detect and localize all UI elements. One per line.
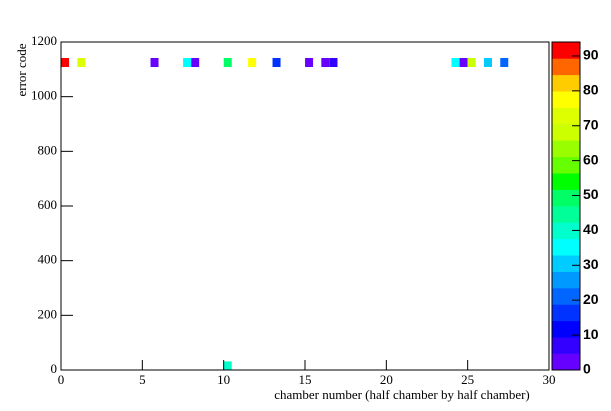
cell <box>484 58 492 67</box>
z-tick-label: 90 <box>583 47 599 63</box>
cell <box>248 58 257 67</box>
palette-frame <box>551 41 581 371</box>
z-tick-label: 30 <box>583 256 599 272</box>
palette-band <box>552 288 580 305</box>
cell <box>467 58 476 67</box>
y-tick-label: 200 <box>38 306 58 321</box>
z-tick-label: 70 <box>583 116 599 132</box>
x-tick-label: 15 <box>299 372 312 387</box>
z-tick-label: 20 <box>583 291 599 307</box>
palette-band <box>552 91 580 108</box>
cell <box>459 58 468 67</box>
palette-band <box>552 156 580 174</box>
cell <box>329 58 338 67</box>
cell <box>223 58 232 67</box>
y-tick-label: 0 <box>51 361 58 376</box>
palette-band <box>552 304 580 322</box>
cell <box>61 58 70 67</box>
cell <box>321 58 330 67</box>
palette-band <box>552 337 580 354</box>
palette-band <box>552 58 580 76</box>
palette-band <box>552 107 580 125</box>
x-tick-label: 30 <box>543 372 556 387</box>
cell <box>150 58 159 67</box>
x-tick-label: 25 <box>461 372 474 387</box>
cell <box>77 58 86 67</box>
x-tick-label: 5 <box>139 372 146 387</box>
palette-band <box>552 320 580 338</box>
palette-band <box>552 189 580 207</box>
plot-frame <box>60 41 550 371</box>
z-tick-label: 50 <box>583 186 599 202</box>
z-tick-label: 80 <box>583 82 599 98</box>
z-tick-label: 60 <box>583 151 599 167</box>
z-tick-label: 0 <box>583 361 591 377</box>
z-tick-label: 40 <box>583 221 599 237</box>
cell <box>183 58 192 67</box>
y-axis-title: error code <box>14 43 29 96</box>
cell <box>305 58 314 67</box>
y-tick-label: 1000 <box>31 88 57 103</box>
x-tick-label: 20 <box>380 372 393 387</box>
palette-band <box>552 140 580 158</box>
palette-band <box>552 353 580 371</box>
x-tick-label: 0 <box>58 372 65 387</box>
palette-band <box>552 206 580 223</box>
palette-band <box>552 173 580 190</box>
palette-band <box>552 74 580 92</box>
palette-band <box>552 255 580 272</box>
palette-band <box>552 42 580 59</box>
cell <box>223 361 232 371</box>
cell <box>272 58 281 67</box>
y-tick-label: 800 <box>38 142 58 157</box>
z-tick-label: 10 <box>583 326 599 342</box>
cell <box>191 58 200 67</box>
palette-band <box>552 124 580 141</box>
palette-band <box>552 222 580 240</box>
x-tick-label: 10 <box>217 372 230 387</box>
y-tick-label: 400 <box>38 252 58 267</box>
palette-band <box>552 238 580 256</box>
palette-band <box>552 271 580 289</box>
cell <box>500 58 509 67</box>
y-tick-label: 1200 <box>31 33 57 48</box>
cell <box>451 58 460 67</box>
x-axis-title: chamber number (half chamber by half cha… <box>274 387 530 402</box>
y-tick-label: 600 <box>38 197 58 212</box>
